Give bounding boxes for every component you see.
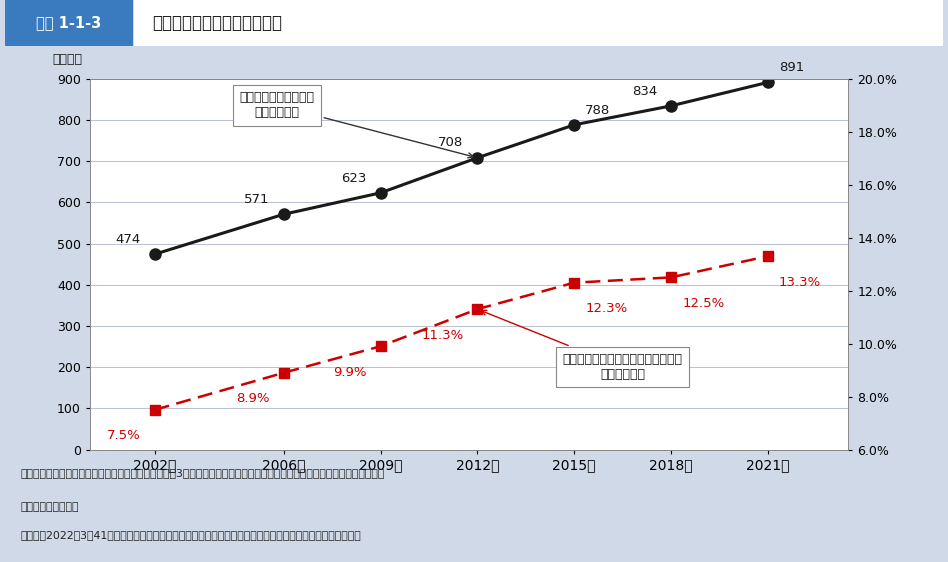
Text: 834: 834 [631, 84, 657, 98]
Text: （注）　2022年3月41日に公表されたベンチマーク人口の新基準に基づいて顐及集計した数値を用いている。: （注） 2022年3月41日に公表されたベンチマーク人口の新基準に基づいて顐及集… [21, 530, 361, 540]
Text: 891: 891 [779, 61, 804, 74]
Text: 医療・福祉の就業者数
（左目盛り）: 医療・福祉の就業者数 （左目盛り） [240, 92, 473, 158]
Text: 資料：総務省統計局「労働力調査（基本集計）（令和3年）平均結果」より厚生労働省政策統括官付政策立案・評価担当参事: 資料：総務省統計局「労働力調査（基本集計）（令和3年）平均結果」より厚生労働省政… [21, 468, 385, 478]
Text: 788: 788 [585, 103, 611, 116]
Text: 図表 1-1-3: 図表 1-1-3 [36, 16, 100, 30]
Text: 623: 623 [341, 171, 367, 184]
Text: 708: 708 [438, 137, 464, 149]
Text: 7.5%: 7.5% [107, 429, 140, 442]
Text: 11.3%: 11.3% [421, 329, 464, 342]
Text: 12.5%: 12.5% [682, 297, 724, 310]
Text: 8.9%: 8.9% [236, 392, 270, 405]
Text: 医療・福祉の全就業者に占める割合
（右目盛り）: 医療・福祉の全就業者に占める割合 （右目盛り） [482, 310, 683, 381]
Text: 9.9%: 9.9% [333, 366, 367, 379]
Text: 13.3%: 13.3% [779, 275, 821, 289]
Bar [5, 0, 133, 46]
Text: 12.3%: 12.3% [585, 302, 628, 315]
Text: 474: 474 [116, 233, 140, 246]
Text: （万人）: （万人） [52, 53, 82, 66]
Text: 医療・福祉の就業者数の推移: 医療・福祉の就業者数の推移 [152, 14, 282, 32]
Text: 571: 571 [245, 193, 270, 206]
Bar [134, 0, 943, 46]
Text: 官室において作成。: 官室において作成。 [21, 502, 80, 512]
